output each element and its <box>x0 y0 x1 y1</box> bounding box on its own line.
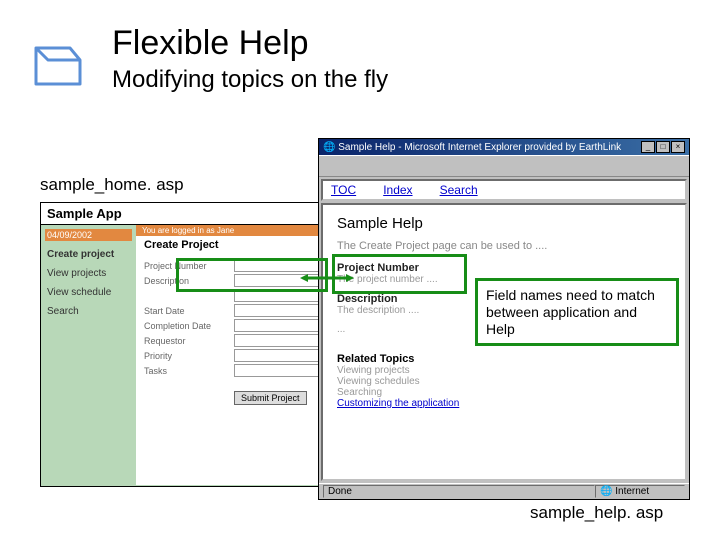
help-heading: Sample Help <box>337 215 671 232</box>
window-title: Sample Help - Microsoft Internet Explore… <box>338 142 641 153</box>
submit-button[interactable]: Submit Project <box>234 391 307 405</box>
help-intro: The Create Project page can be used to .… <box>337 240 671 252</box>
slide-subtitle: Modifying topics on the fly <box>112 66 388 94</box>
form-label: Requestor <box>144 336 234 346</box>
help-field-name: Project Number <box>337 262 671 274</box>
status-done: Done <box>323 485 595 498</box>
titlebar: 🌐 Sample Help - Microsoft Internet Explo… <box>319 139 689 155</box>
related-link[interactable]: Viewing schedules <box>337 376 671 387</box>
form-label: Priority <box>144 351 234 361</box>
browser-toolbar <box>319 155 689 177</box>
tab-toc[interactable]: TOC <box>331 183 356 197</box>
tab-search[interactable]: Search <box>440 183 478 197</box>
nav-item[interactable]: Create project <box>45 245 132 264</box>
status-zone: 🌐 Internet <box>595 485 685 498</box>
app-date: 04/09/2002 <box>45 229 132 241</box>
caption-help-filename: sample_help. asp <box>530 503 663 523</box>
nav-item[interactable]: View projects <box>45 264 132 283</box>
minimize-button[interactable]: _ <box>641 141 655 153</box>
form-label: Tasks <box>144 366 234 376</box>
callout-note: Field names need to match between applic… <box>475 278 679 346</box>
help-tabs: TOC Index Search <box>321 179 687 201</box>
related-heading: Related Topics <box>337 353 671 365</box>
form-label <box>144 291 234 301</box>
statusbar: Done 🌐 Internet <box>319 483 689 499</box>
maximize-button[interactable]: □ <box>656 141 670 153</box>
app-sidebar: 04/09/2002 Create projectView projectsVi… <box>41 225 136 485</box>
tab-index[interactable]: Index <box>383 183 412 197</box>
form-label: Project Number <box>144 261 234 271</box>
nav-item[interactable]: View schedule <box>45 283 132 302</box>
nav-item[interactable]: Search <box>45 302 132 321</box>
double-arrow-icon <box>300 270 354 280</box>
form-label: Description <box>144 276 234 286</box>
caption-app-filename: sample_home. asp <box>40 175 184 195</box>
related-topics: Related Topics Viewing projectsViewing s… <box>337 353 671 409</box>
related-link-customizing[interactable]: Customizing the application <box>337 398 671 409</box>
related-link[interactable]: Searching <box>337 387 671 398</box>
slide-title: Flexible Help <box>112 24 309 63</box>
logo-icon <box>30 44 86 91</box>
form-label: Completion Date <box>144 321 234 331</box>
ie-icon: 🌐 <box>323 142 338 153</box>
related-link[interactable]: Viewing projects <box>337 365 671 376</box>
form-label: Start Date <box>144 306 234 316</box>
close-button[interactable]: × <box>671 141 685 153</box>
